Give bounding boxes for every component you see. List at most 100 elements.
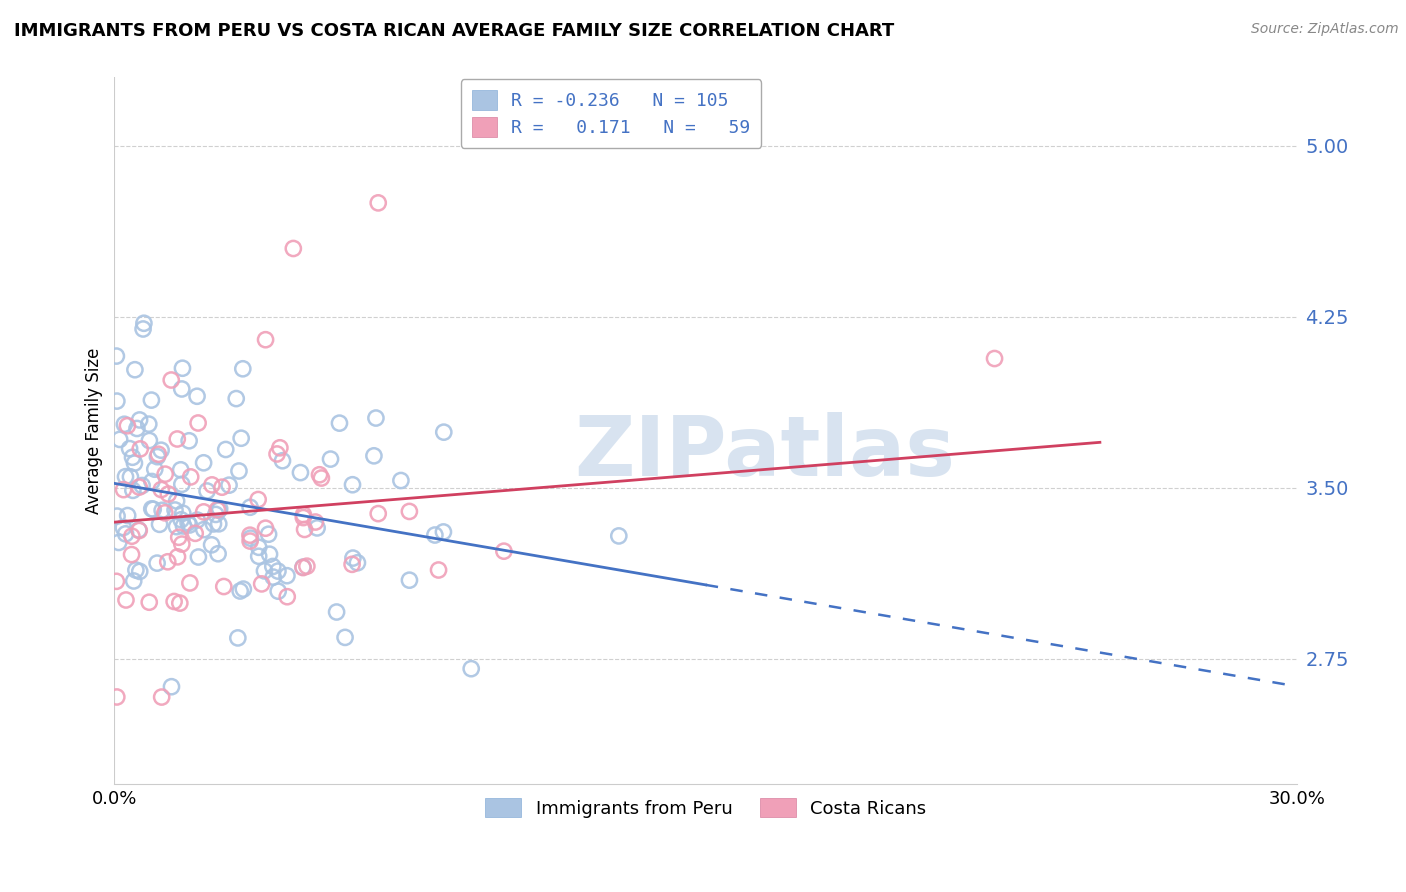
Point [292,560,315,574]
Point [292,508,315,522]
Point [207,502,229,516]
Point [200,538,222,552]
Point [124,456,146,470]
Point [276,590,298,604]
Point [208,516,231,531]
Point [141,393,163,408]
Point [138,595,160,609]
Point [231,431,253,445]
Point [105,509,128,524]
Point [346,556,368,570]
Point [105,349,128,363]
Point [141,501,163,516]
Point [239,528,262,542]
Point [112,483,135,497]
Point [167,530,190,544]
Point [207,547,229,561]
Point [112,520,135,534]
Point [105,574,128,589]
Point [105,394,128,409]
Point [342,477,364,491]
Point [150,483,173,497]
Point [150,503,173,517]
Point [132,322,155,336]
Point [163,594,186,608]
Point [146,450,169,464]
Point [247,541,270,555]
Point [122,574,145,588]
Point [333,631,356,645]
Point [218,478,240,492]
Point [166,432,188,446]
Point [122,483,145,498]
Point [432,524,454,539]
Point [184,526,207,541]
Point [179,576,201,591]
Point [208,501,231,516]
Point [239,534,262,549]
Point [325,605,347,619]
Point [173,519,195,533]
Point [232,582,254,596]
Point [186,513,208,527]
Point [364,411,387,425]
Point [311,471,333,485]
Point [292,510,315,524]
Point [107,535,129,549]
Point [239,531,262,545]
Point [225,392,247,406]
Point [319,452,342,467]
Point [125,563,148,577]
Point [180,470,202,484]
Point [166,549,188,564]
Point [433,425,456,439]
Point [229,584,252,599]
Point [141,475,163,489]
Point [215,442,238,457]
Point [290,466,312,480]
Point [138,434,160,448]
Point [276,568,298,582]
Point [128,524,150,538]
Point [108,433,131,447]
Point [170,537,193,551]
Point [271,454,294,468]
Point [208,503,231,517]
Point [138,417,160,431]
Point [120,470,142,484]
Point [153,467,176,482]
Point [398,573,420,587]
Point [228,464,250,478]
Point [150,690,173,704]
Point [128,565,150,579]
Point [226,631,249,645]
Point [247,549,270,564]
Point [121,450,143,465]
Point [121,529,143,543]
Point [259,547,281,561]
Point [363,449,385,463]
Point [340,558,363,572]
Point [142,502,165,516]
Point [177,516,200,530]
Point [389,474,412,488]
Point [983,351,1005,366]
Point [367,507,389,521]
Point [342,551,364,566]
Point [129,442,152,456]
Point [150,443,173,458]
Point [247,492,270,507]
Point [148,447,170,461]
Point [124,362,146,376]
Point [257,527,280,541]
Point [201,478,224,492]
Point [239,500,262,515]
Point [269,441,291,455]
Point [146,556,169,570]
Point [114,526,136,541]
Point [211,480,233,494]
Point [232,361,254,376]
Point [427,563,450,577]
Point [125,421,148,435]
Point [157,487,180,501]
